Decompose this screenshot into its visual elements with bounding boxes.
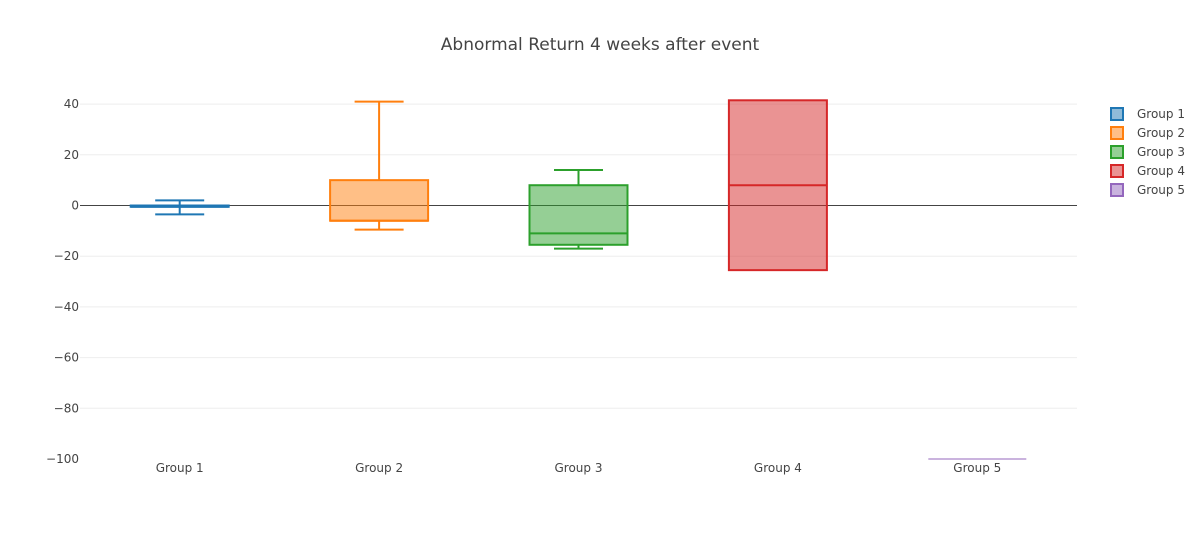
box-4 — [727, 99, 828, 272]
legend-swatch — [1110, 107, 1124, 121]
legend-item-group-1[interactable]: Group 1 — [1110, 107, 1185, 121]
box-iqr — [528, 184, 629, 246]
chart-title: Abnormal Return 4 weeks after event — [441, 35, 760, 55]
legend-label: Group 2 — [1137, 126, 1185, 140]
x-axis-tick-labels: Group 1 Group 2 Group 3 Group 4 Group 5 — [156, 461, 1002, 475]
legend-item-group-5[interactable]: Group 5 — [1110, 183, 1185, 197]
legend-swatch — [1110, 164, 1124, 178]
box-1 — [129, 199, 230, 216]
y-tick-label: −80 — [54, 401, 79, 415]
y-tick-label: 0 — [71, 199, 79, 213]
gridlines — [80, 103, 1077, 409]
y-tick-label: −100 — [46, 452, 79, 466]
y-tick-label: 40 — [64, 97, 79, 111]
x-tick-label: Group 2 — [355, 461, 403, 475]
legend-item-group-2[interactable]: Group 2 — [1110, 126, 1185, 140]
box-3 — [528, 169, 629, 250]
box-iqr — [329, 179, 430, 222]
legend-label: Group 1 — [1137, 107, 1185, 121]
x-tick-label: Group 3 — [555, 461, 603, 475]
y-tick-label: −20 — [54, 249, 79, 263]
legend-label: Group 5 — [1137, 183, 1185, 197]
legend-label: Group 3 — [1137, 145, 1185, 159]
y-tick-label: 20 — [64, 148, 79, 162]
legend-swatch — [1110, 126, 1124, 140]
legend[interactable]: Group 1 Group 2 Group 3 Group 4 Group 5 — [1110, 107, 1185, 197]
x-tick-label: Group 1 — [156, 461, 204, 475]
boxes — [129, 99, 1027, 460]
legend-swatch — [1110, 183, 1124, 197]
x-tick-label: Group 4 — [754, 461, 802, 475]
y-tick-label: −40 — [54, 300, 79, 314]
box-2 — [329, 100, 430, 231]
legend-item-group-3[interactable]: Group 3 — [1110, 145, 1185, 159]
y-axis-tick-labels: 40 20 0 −20 −40 −60 −80 −100 — [46, 97, 79, 466]
legend-label: Group 4 — [1137, 164, 1185, 178]
legend-swatch — [1110, 145, 1124, 159]
y-tick-label: −60 — [54, 351, 79, 365]
legend-item-group-4[interactable]: Group 4 — [1110, 164, 1185, 178]
x-tick-label: Group 5 — [953, 461, 1001, 475]
